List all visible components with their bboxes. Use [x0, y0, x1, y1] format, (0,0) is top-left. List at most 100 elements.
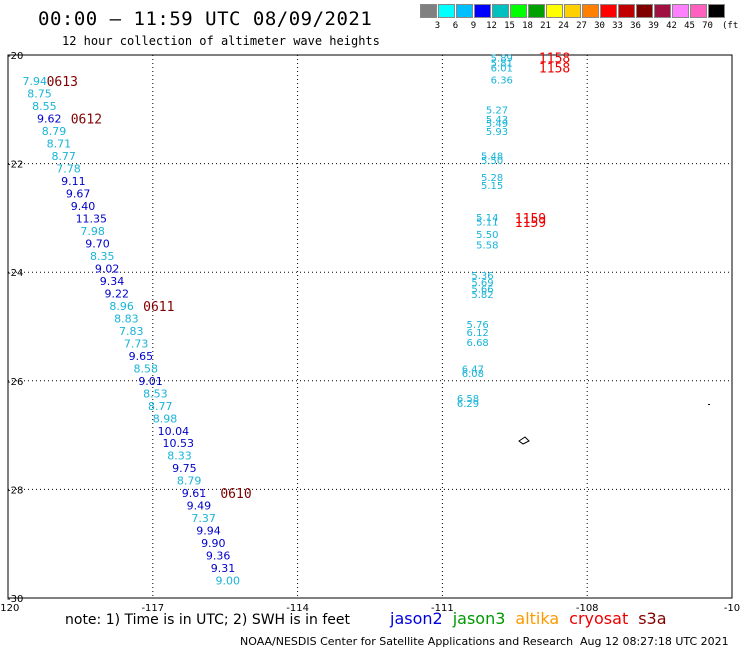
lat-tick-label: -26 — [7, 377, 23, 388]
swh-value: 6.68 — [467, 338, 489, 349]
swh-value: 5.43 — [486, 115, 508, 126]
lat-tick-label: -30 — [7, 594, 23, 605]
swh-value: 6.58 — [457, 394, 479, 405]
swh-value: 5.36 — [471, 271, 493, 282]
legend-swatch — [582, 4, 599, 18]
island-dot — [708, 404, 710, 405]
swh-value: 8.58 — [133, 362, 158, 375]
lon-tick-label: -10 — [724, 603, 740, 614]
legend-swatch — [474, 4, 491, 18]
legend-swatch — [564, 4, 581, 18]
swh-value: 7.73 — [124, 337, 149, 350]
swh-value: 5.76 — [467, 320, 489, 331]
credit-line: NOAA/NESDIS Center for Satellite Applica… — [240, 635, 574, 648]
swh-value: 9.65 — [129, 350, 154, 363]
swh-value: 6.12 — [467, 328, 489, 339]
lon-tick-label: -120 — [0, 603, 19, 614]
legend-swatch — [456, 4, 473, 18]
swh-value: 8.96 — [109, 300, 134, 313]
satellite-legend: jason2 jason3 altika cryosat s3a — [390, 609, 677, 628]
swh-value: 8.35 — [90, 250, 115, 263]
chart-title: 00:00 — 11:59 UTC 08/09/2021 — [38, 8, 373, 30]
swh-value: 6.01 — [491, 63, 513, 74]
swh-value: 9.01 — [138, 375, 163, 388]
swh-value: 9.00 — [216, 575, 241, 588]
swh-value: 9.22 — [105, 287, 129, 300]
swh-value: 6.47 — [462, 364, 484, 375]
swh-value: 9.61 — [182, 487, 207, 500]
legend-swatch — [510, 4, 527, 18]
swh-value: 7.78 — [56, 162, 80, 175]
legend-label: 9 — [470, 21, 477, 31]
swh-value: 9.31 — [211, 562, 236, 575]
pass-time-label: 0612 — [71, 113, 102, 128]
swh-value: 10.53 — [162, 437, 194, 450]
legend-label: 18 — [522, 21, 533, 31]
swh-value: 5.28 — [481, 173, 503, 184]
swh-value: 5.50 — [481, 156, 503, 167]
swh-value: 5.82 — [471, 290, 493, 301]
swh-value: 6.29 — [457, 399, 479, 410]
swh-value: 5.50 — [476, 230, 498, 241]
pass-time-label: 1158 — [539, 61, 570, 76]
swh-value: 8.77 — [148, 400, 173, 413]
swh-value: 5.27 — [486, 105, 508, 116]
swh-value: 9.90 — [201, 537, 226, 550]
swh-value: 9.62 — [37, 113, 62, 126]
legend-label: 36 — [630, 21, 641, 31]
legend-label: 15 — [504, 21, 515, 31]
legend-label: 33 — [612, 21, 623, 31]
satellite-altika: altika — [515, 609, 560, 628]
swh-value: 5.11 — [476, 218, 498, 229]
swh-value: 5.66 — [471, 284, 493, 295]
legend-label: 42 — [666, 21, 677, 31]
swh-value: 5.81 — [491, 59, 513, 70]
legend-swatch — [636, 4, 653, 18]
legend-label: 12 — [486, 21, 497, 31]
legend-swatch — [492, 4, 509, 18]
pass-time-label: 1158 — [539, 52, 570, 67]
swh-value: 5.93 — [486, 127, 508, 138]
swh-value: 8.55 — [32, 100, 57, 113]
satellite-cryosat: cryosat — [569, 609, 629, 628]
swh-value: 8.79 — [42, 125, 67, 138]
swh-value: 5.69 — [471, 278, 493, 289]
legend-swatch — [600, 4, 617, 18]
pass-time-label: 1159 — [515, 212, 546, 227]
swh-value: 8.79 — [177, 475, 202, 488]
legend-swatch — [618, 4, 635, 18]
legend-label: 21 — [540, 21, 551, 31]
satellite-s3a: s3a — [638, 609, 667, 628]
swh-value: 5.49 — [486, 119, 508, 130]
legend-unit: (ft) — [722, 21, 740, 31]
legend-swatch — [708, 4, 725, 18]
swh-value: 9.34 — [100, 275, 125, 288]
swh-value: 9.11 — [61, 175, 86, 188]
swh-value: 11.35 — [76, 212, 108, 225]
swh-value: 8.83 — [114, 312, 139, 325]
legend-label: 39 — [648, 21, 659, 31]
legend-label: 70 — [702, 21, 713, 31]
swh-value: 6.08 — [462, 369, 484, 380]
swh-value: 8.33 — [167, 450, 192, 463]
swh-value: 10.04 — [158, 425, 190, 438]
legend-label: 24 — [558, 21, 569, 31]
swh-value: 9.94 — [196, 525, 221, 538]
satellite-jason3: jason3 — [452, 609, 506, 628]
legend-swatch — [546, 4, 563, 18]
swh-value: 9.02 — [95, 262, 120, 275]
pass-time-label: 1159 — [515, 216, 546, 231]
footnote: note: 1) Time is in UTC; 2) SWH is in fe… — [65, 612, 351, 628]
swh-value: 8.53 — [143, 387, 168, 400]
lat-tick-label: -20 — [7, 51, 23, 62]
swh-value: 7.98 — [80, 225, 105, 238]
legend-swatch — [528, 4, 545, 18]
pass-time-label: 0613 — [47, 75, 78, 90]
legend-swatch — [690, 4, 707, 18]
swh-value: 5.14 — [476, 213, 498, 224]
map-frame — [7, 54, 733, 599]
swh-value: 9.49 — [187, 500, 212, 513]
swh-value: 5.89 — [491, 54, 513, 65]
pass-time-label: 0611 — [143, 300, 174, 315]
